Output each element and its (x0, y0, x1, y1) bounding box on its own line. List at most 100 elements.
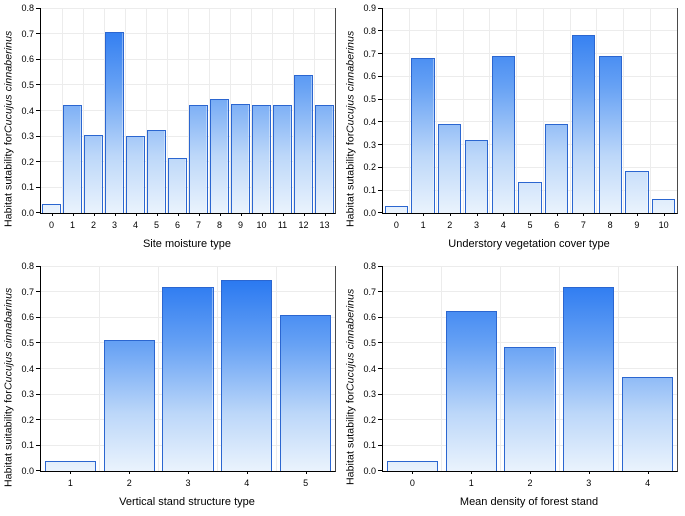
y-tick-mark (378, 98, 382, 100)
y-gridline (383, 316, 677, 318)
x-tick-label: 8 (607, 220, 613, 230)
x-tick-label: 5 (153, 220, 159, 230)
y-tick-mark (36, 212, 40, 213)
bar (252, 105, 271, 213)
x-axis-label: Site moisture type (142, 238, 232, 250)
x-gridline (542, 8, 544, 213)
x-tick-mark (324, 213, 326, 216)
plot-area: 0.0 0.1 0.2 0.3 0.4 0.5 0.6 0.7 0.8 0 1 2 3 4 (363, 261, 678, 488)
y-tick-mark (378, 444, 382, 446)
x-tick-label: 1 (69, 220, 75, 230)
y-tick-label: 0.4 (21, 363, 34, 374)
chart-panel-understory-vegetation-cover-type: Habitat sutability for Cucujus cinnaberi… (342, 0, 685, 258)
x-gridline (99, 266, 101, 471)
x-tick-mark (219, 213, 221, 216)
x-tick-label: 0 (393, 220, 399, 230)
y-tick-mark (378, 368, 382, 369)
bar (221, 280, 273, 471)
x-tick-mark (240, 213, 242, 216)
bar (168, 158, 187, 213)
x-tick-mark (246, 471, 248, 474)
x-tick-label: 1 (420, 220, 426, 230)
x-gridline (649, 8, 651, 213)
x-gridline (623, 8, 625, 213)
y-tick-label: 0.1 (21, 440, 34, 451)
bar (280, 315, 332, 471)
y-tick-mark (378, 266, 382, 267)
x-tick-label: 7 (580, 220, 586, 230)
chart-panel-vertical-stand-structure-type: Habitat suitability for Cucujus cinnabar… (0, 258, 342, 516)
x-tick-label: 6 (174, 220, 180, 230)
y-tick-mark (36, 368, 40, 369)
bar (63, 105, 82, 213)
bar (464, 140, 489, 213)
y-gridline (383, 144, 677, 146)
x-tick-mark (51, 213, 53, 216)
y-gridline (383, 291, 677, 293)
y-tick-mark (378, 393, 382, 395)
bar (103, 340, 155, 471)
x-tick-mark (70, 471, 72, 474)
y-tick-mark (378, 121, 382, 123)
x-tick-label: 5 (303, 478, 309, 488)
x-tick-label: 1 (67, 478, 73, 488)
x-tick-mark (476, 213, 478, 216)
y-tick-label: 0.0 (21, 466, 34, 476)
x-tick-label: 4 (244, 478, 250, 488)
y-gridline (383, 53, 677, 55)
y-tick-mark (36, 393, 40, 395)
x-gridline (216, 266, 218, 471)
y-tick-label: 0.2 (363, 162, 376, 173)
bar (384, 206, 408, 213)
y-tick-label: 0.8 (363, 261, 376, 271)
y-tick-mark (36, 8, 40, 9)
x-tick-label: 3 (185, 478, 191, 488)
y-tick-mark (36, 291, 40, 293)
y-tick-label: 0.5 (21, 337, 34, 348)
x-tick-mark (588, 471, 590, 474)
bar (162, 287, 214, 471)
bar (504, 347, 556, 471)
x-gridline (158, 266, 160, 471)
y-gridline (383, 166, 677, 168)
y-tick-label: 0.7 (21, 286, 34, 297)
x-gridline (596, 8, 598, 213)
y-tick-mark (378, 166, 382, 168)
x-tick-mark (503, 213, 505, 216)
x-gridline (462, 8, 464, 213)
y-tick-mark (378, 8, 382, 9)
x-tick-mark (198, 213, 200, 216)
x-gridline (313, 8, 315, 213)
x-tick-label: 10 (658, 220, 669, 230)
y-tick-label: 0.5 (21, 79, 34, 90)
x-tick-mark (177, 213, 179, 216)
y-tick-label: 0.8 (21, 261, 34, 271)
x-tick-mark (636, 213, 638, 216)
x-tick-mark (135, 213, 137, 216)
y-tick-label: 0.1 (363, 440, 376, 451)
x-gridline (103, 8, 105, 213)
x-gridline (617, 266, 619, 471)
y-gridline (383, 121, 677, 123)
x-tick-mark (530, 471, 531, 474)
x-tick-mark (423, 213, 425, 216)
y-tick-label: 0.2 (21, 156, 34, 167)
x-tick-mark (93, 213, 95, 216)
x-axis-label: Understory vegetation cover type (448, 238, 610, 250)
y-tick-mark (36, 110, 40, 111)
x-tick-label: 12 (298, 220, 309, 230)
x-gridline (516, 8, 518, 213)
bar (273, 105, 292, 213)
y-gridline (383, 7, 677, 9)
x-axis-label: Mean density of forest stand (459, 496, 599, 508)
y-tick-label: 0.7 (21, 28, 34, 39)
x-tick-label: 3 (474, 220, 480, 230)
bar (105, 32, 124, 213)
bar (42, 204, 61, 213)
x-tick-label: 9 (237, 220, 243, 230)
y-tick-mark (378, 189, 382, 191)
x-gridline (292, 8, 294, 213)
bar (438, 124, 462, 213)
y-gridline (383, 75, 677, 77)
x-tick-mark (261, 213, 263, 216)
